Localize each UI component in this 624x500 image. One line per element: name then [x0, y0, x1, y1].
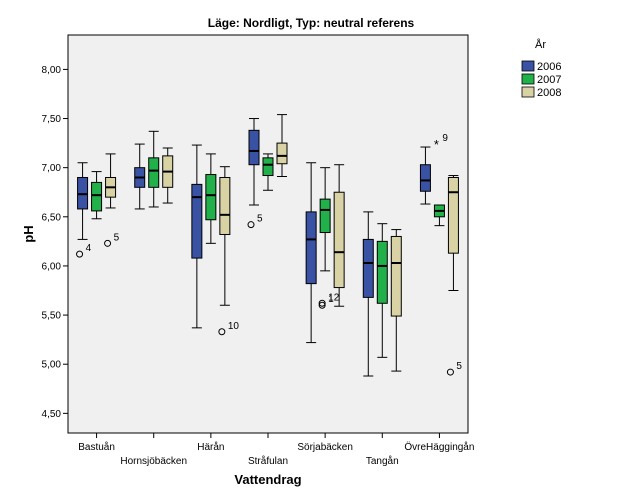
box-iqr — [276, 142, 288, 165]
box-iqr — [219, 176, 231, 235]
outlier-label: 5 — [114, 232, 120, 243]
box-iqr — [390, 235, 402, 317]
legend-label: 2007 — [537, 74, 561, 86]
plot-area — [67, 34, 469, 434]
legend-label: 2008 — [537, 87, 561, 99]
box-iqr — [262, 157, 274, 177]
x-axis-title: Vattendrag — [234, 472, 301, 487]
box-2006 — [134, 143, 146, 210]
box-2008 — [447, 175, 459, 292]
y-axis: 4,50 5,00 5,50 6,00 6,50 7,00 7,50 8,00 — [42, 65, 68, 420]
y-axis-title: pH — [21, 225, 36, 242]
outlier-star: * — [434, 137, 439, 152]
outlier-circle — [218, 328, 226, 336]
outlier-label: 5 — [456, 361, 462, 372]
x-tick-label: Stråfulan — [248, 455, 288, 467]
x-tick-label: ÖvreHäggingån — [404, 441, 474, 453]
x-tick-label: Hornsjöbäcken — [120, 456, 187, 467]
box-iqr — [333, 191, 345, 289]
box-iqr — [148, 157, 160, 188]
x-axis: Bastuån Hornsjöbäcken Härån Stråfulan Sörjab… — [78, 433, 474, 467]
box-iqr — [305, 211, 317, 285]
box-2008 — [333, 164, 345, 307]
outlier-circle — [318, 301, 326, 309]
box-2008 — [276, 114, 288, 178]
y-tick-label: 6,50 — [42, 212, 62, 223]
box-iqr — [319, 198, 331, 234]
box-2006 — [191, 144, 203, 329]
box-iqr — [419, 164, 431, 192]
y-tick-label: 5,50 — [42, 311, 62, 322]
box-2007 — [376, 223, 388, 358]
box-iqr — [376, 240, 388, 304]
box-2007 — [262, 153, 274, 191]
outlier-label: 10 — [228, 321, 240, 332]
box-2007 — [319, 167, 331, 272]
outlier-circle — [247, 221, 255, 229]
box-2008 — [162, 147, 174, 204]
x-tick-label: Bastuån — [78, 441, 115, 453]
box-2007 — [205, 153, 217, 244]
box-2006 — [305, 162, 317, 344]
box-2008 — [219, 166, 231, 306]
box-2008 — [105, 153, 117, 209]
box-iqr — [91, 181, 103, 212]
outlier-label: 12 — [328, 292, 340, 303]
outlier-label: 5 — [257, 214, 263, 225]
legend-label: 2006 — [537, 61, 561, 73]
box-2006 — [77, 162, 89, 240]
y-tick-label: 7,00 — [42, 163, 62, 174]
box-2007 — [91, 171, 103, 220]
x-tick-label: Härån — [197, 441, 224, 453]
outlier-label: 1 — [328, 294, 334, 305]
y-tick-label: 5,00 — [42, 360, 62, 371]
box-2006 — [419, 146, 431, 205]
y-tick-label: 8,00 — [42, 65, 62, 76]
y-tick-label: 4,50 — [42, 409, 62, 420]
legend-swatch — [521, 73, 535, 85]
chart-title: Läge: Nordligt, Typ: neutral referens — [208, 16, 415, 30]
outlier-circle — [104, 239, 112, 247]
y-tick-label: 7,50 — [42, 114, 62, 125]
box-iqr — [362, 238, 374, 298]
box-2006 — [248, 118, 260, 206]
box-iqr — [205, 174, 217, 221]
outlier-markers: 4 5 10 5 112 * 9 5 — [76, 133, 462, 376]
outlier-label: 9 — [442, 133, 448, 144]
box-series — [77, 114, 459, 377]
legend-swatch — [521, 86, 535, 98]
box-2007 — [433, 204, 445, 227]
x-tick-label: Sörjabäcken — [297, 442, 353, 453]
box-2006 — [362, 211, 374, 377]
x-tick-label: Tangån — [366, 455, 399, 467]
box-2007 — [148, 130, 160, 208]
box-2008 — [390, 229, 402, 372]
outlier-circle — [318, 299, 326, 307]
legend-swatch — [521, 60, 535, 72]
box-iqr — [447, 176, 459, 254]
box-iqr — [248, 129, 260, 166]
outlier-label: 4 — [86, 243, 92, 254]
y-tick-label: 6,00 — [42, 261, 62, 272]
outlier-circle — [76, 250, 84, 258]
outlier-circle — [446, 368, 454, 376]
box-iqr — [191, 183, 203, 259]
legend-title: År — [535, 38, 546, 51]
